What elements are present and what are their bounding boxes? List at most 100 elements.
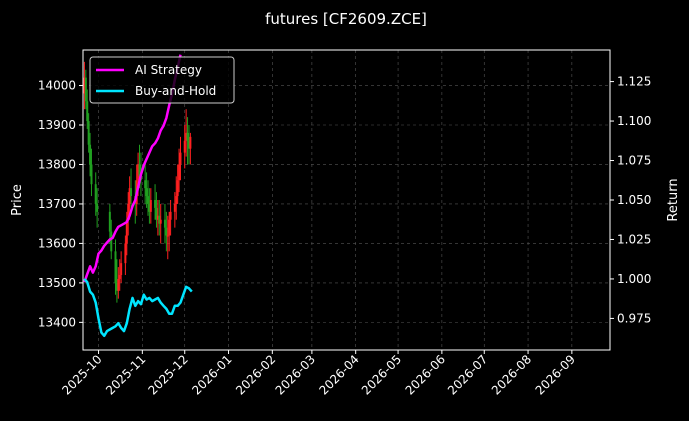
candle: [117, 267, 120, 299]
candle-body: [156, 215, 159, 220]
candle: [179, 136, 182, 181]
y-right-tick-label: 1.100: [617, 114, 651, 128]
candle-body: [90, 164, 93, 185]
candle-body: [159, 219, 162, 224]
candle-body: [163, 219, 166, 228]
candle-body: [124, 243, 127, 264]
candle: [90, 148, 93, 197]
y-right-tick-label: 1.075: [617, 154, 651, 168]
candle: [189, 132, 192, 165]
y-left-tick-label: 13800: [38, 157, 76, 171]
candle: [186, 117, 189, 165]
candle: [115, 259, 118, 303]
candle-body: [114, 251, 117, 283]
candle-body: [185, 132, 188, 141]
candle: [166, 215, 169, 260]
candle-body: [175, 196, 178, 204]
candle: [145, 172, 148, 208]
candle: [96, 188, 99, 228]
candle: [178, 148, 181, 193]
candle-body: [173, 203, 176, 212]
candle-body: [145, 188, 148, 197]
candle-body: [125, 219, 128, 244]
candlestick-series: [83, 61, 192, 303]
candle: [86, 89, 89, 129]
candle: [187, 125, 190, 165]
y-left-tick-label: 13500: [38, 276, 76, 290]
y-left-tick-label: 13900: [38, 118, 76, 132]
candle-body: [84, 77, 87, 102]
y-right-tick-label: 0.975: [617, 311, 651, 325]
legend-box: [89, 56, 235, 104]
candle-body: [187, 140, 190, 149]
chart-title: futures [CF2609.ZCE]: [265, 10, 427, 28]
candle-body: [183, 140, 186, 153]
candle-body: [137, 164, 140, 181]
candle-body: [168, 219, 171, 236]
candle: [127, 192, 130, 236]
candle-body: [149, 200, 152, 212]
candle-body: [176, 180, 179, 197]
y-right-tick-label: 1.050: [617, 193, 651, 207]
candle: [87, 113, 90, 153]
series-line-buy-and-hold: [83, 278, 193, 338]
candle-body: [86, 101, 89, 122]
candle-body: [169, 211, 172, 220]
candle: [114, 239, 117, 295]
candle-body: [110, 231, 113, 252]
candle-body: [165, 227, 168, 236]
candle: [144, 164, 147, 204]
candle: [176, 164, 179, 204]
candle-body: [96, 203, 99, 212]
y-left-tick-label: 13700: [38, 197, 76, 211]
legend-label: Buy-and-Hold: [135, 84, 216, 98]
candle-body: [128, 188, 131, 204]
candle: [118, 259, 121, 291]
right-axis-label: Return: [666, 178, 681, 221]
candle-body: [87, 121, 90, 145]
left-axis-label: Price: [10, 184, 25, 216]
candle-body: [89, 144, 92, 165]
candle-body: [138, 164, 141, 177]
candle-body: [130, 188, 133, 197]
y-right-tick-label: 1.025: [617, 232, 651, 246]
series-line-ai-strategy: [83, 54, 182, 283]
candle: [89, 132, 92, 177]
candle-body: [186, 132, 189, 141]
y-left-tick-label: 14000: [38, 79, 76, 93]
candle: [156, 200, 159, 236]
y-left-tick-label: 13600: [38, 236, 76, 250]
candle-body: [108, 211, 111, 232]
candle: [94, 172, 97, 216]
candle: [146, 180, 149, 216]
candle-body: [117, 278, 120, 291]
candle: [173, 192, 176, 228]
candle-body: [94, 184, 97, 204]
candle: [168, 211, 171, 252]
candle-body: [148, 203, 151, 212]
candle: [159, 203, 162, 244]
candle-body: [127, 203, 130, 220]
candle: [84, 69, 87, 110]
candle-body: [115, 282, 118, 291]
candle-body: [154, 200, 157, 208]
candle: [169, 200, 172, 236]
candle-body: [118, 275, 121, 279]
candle-body: [178, 164, 181, 181]
y-right-tick-label: 1.125: [617, 75, 651, 89]
candle: [163, 203, 166, 244]
candle-body: [146, 196, 149, 204]
candle: [108, 203, 111, 244]
candle: [124, 235, 127, 275]
candle-body: [179, 152, 182, 165]
candle: [154, 184, 157, 220]
y-left-tick-label: 13400: [38, 315, 76, 329]
candle: [148, 188, 151, 224]
candle-body: [144, 180, 147, 189]
candle: [120, 251, 123, 283]
candle-body: [120, 263, 123, 275]
legend-label: AI Strategy: [135, 63, 202, 77]
candle-body: [189, 136, 192, 149]
candle: [155, 192, 158, 228]
